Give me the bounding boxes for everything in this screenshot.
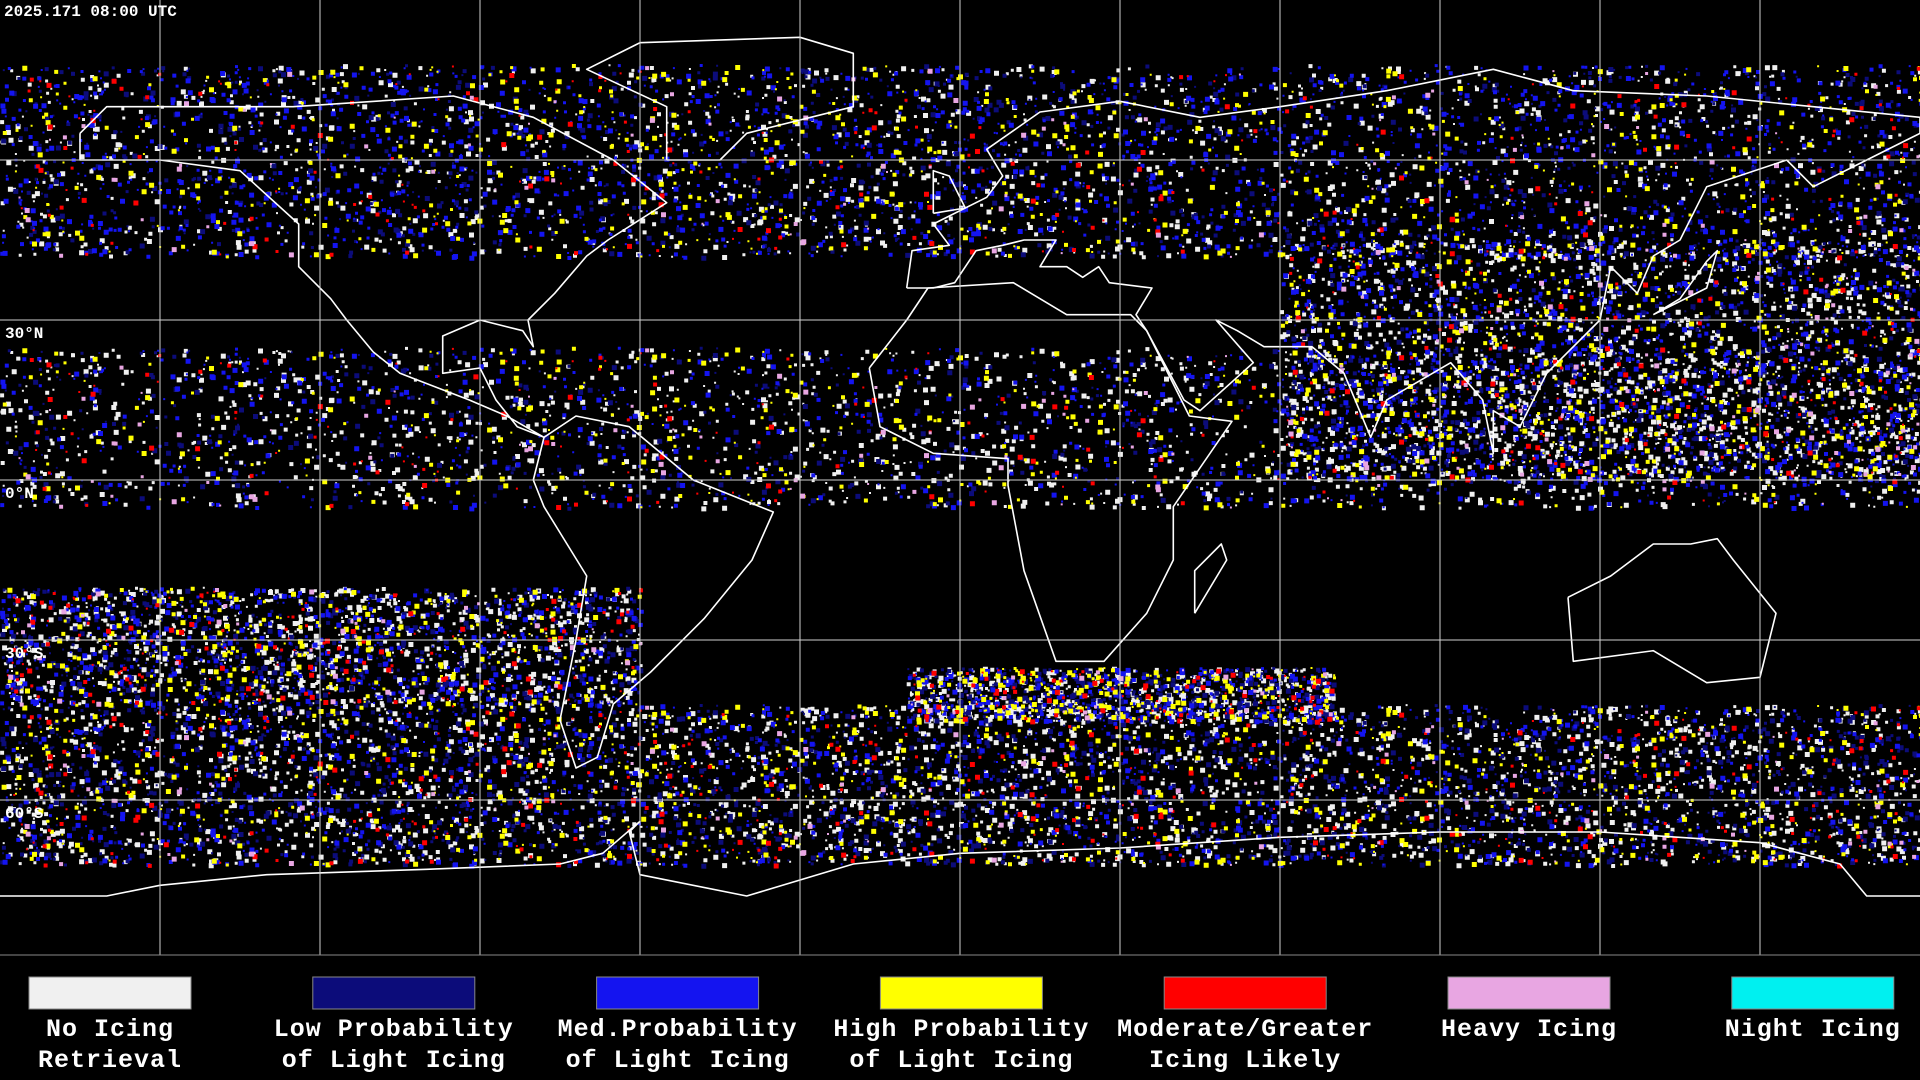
coastline [932,169,967,215]
legend-swatch [1731,976,1895,1010]
legend-label: Heavy Icing [1441,1015,1617,1044]
legend-label: Low Probability [274,1015,514,1044]
coastline [79,95,668,439]
latitude-label: 30°N [5,325,43,343]
coastline [532,415,775,769]
legend-label: High Probability [833,1015,1089,1044]
legend-label: Moderate/Greater [1117,1015,1373,1044]
legend-swatch [1163,976,1327,1010]
coastline [905,68,1920,455]
latitude-label: 30°S [5,645,44,663]
coastline [1567,537,1777,684]
latitude-labels: 30°N 0°N 30°S 60°S [5,325,44,823]
legend-label: No Icing [46,1015,174,1044]
legend-label: of Light Icing [566,1046,790,1075]
legend-swatch [596,976,760,1010]
latitude-label: 0°N [5,485,34,503]
timestamp: 2025.171 08:00 UTC [4,3,177,21]
legend-label: Night Icing [1725,1015,1901,1044]
legend-swatch [28,976,192,1010]
legend-swatch [1447,976,1611,1010]
coastline [1652,249,1719,316]
legend-label: Icing Likely [1149,1046,1341,1075]
latitude-label: 60°S [5,805,44,823]
coastline [585,36,855,161]
legend-label: of Light Icing [849,1046,1073,1075]
legend-swatch [312,976,476,1010]
coastline [1193,543,1228,614]
legend-label: of Light Icing [282,1046,506,1075]
coastline [868,281,1233,663]
legend-label: Med.Probability [558,1015,798,1044]
legend-label: Retrieval [38,1046,182,1075]
legend-swatch [879,976,1043,1010]
graticule [0,0,1920,956]
